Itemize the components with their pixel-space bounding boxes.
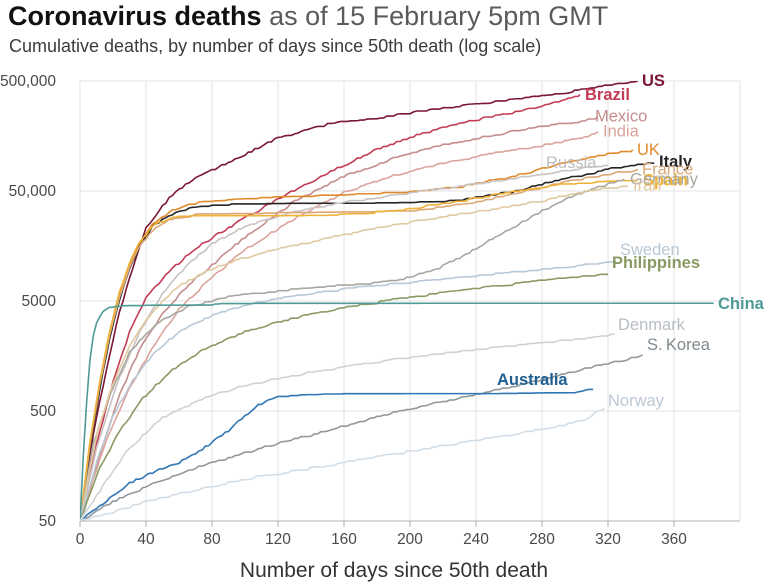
- svg-text:320: 320: [595, 531, 621, 548]
- svg-text:360: 360: [661, 531, 687, 548]
- svg-text:5000: 5000: [22, 293, 57, 310]
- svg-text:India: India: [603, 123, 640, 141]
- svg-text:UK: UK: [637, 141, 660, 159]
- svg-text:Philippines: Philippines: [612, 254, 700, 272]
- svg-text:200: 200: [397, 531, 423, 548]
- svg-text:80: 80: [203, 531, 221, 548]
- svg-text:S. Korea: S. Korea: [647, 336, 711, 354]
- svg-text:40: 40: [137, 531, 155, 548]
- svg-text:500: 500: [30, 403, 56, 420]
- svg-text:Brazil: Brazil: [585, 86, 630, 104]
- svg-text:China: China: [718, 295, 765, 313]
- svg-text:240: 240: [463, 531, 489, 548]
- svg-text:50: 50: [39, 513, 57, 530]
- svg-text:Iran: Iran: [633, 177, 661, 195]
- svg-text:280: 280: [529, 531, 555, 548]
- svg-text:Norway: Norway: [608, 392, 665, 410]
- svg-text:0: 0: [76, 531, 85, 548]
- svg-text:Denmark: Denmark: [618, 316, 686, 334]
- svg-text:Number of days since 50th deat: Number of days since 50th death: [240, 559, 548, 582]
- svg-text:Australia: Australia: [497, 371, 568, 389]
- svg-text:US: US: [642, 72, 665, 90]
- svg-text:160: 160: [331, 531, 357, 548]
- svg-text:120: 120: [265, 531, 291, 548]
- svg-text:50,000: 50,000: [9, 183, 57, 200]
- svg-text:Russia: Russia: [546, 154, 597, 172]
- svg-text:500,000: 500,000: [0, 73, 56, 90]
